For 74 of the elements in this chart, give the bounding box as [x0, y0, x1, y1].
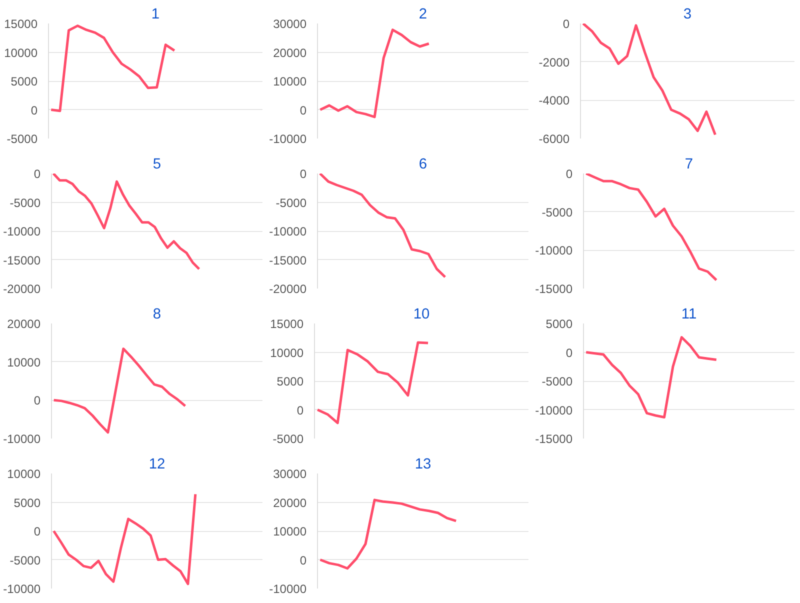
y-tick-label: 10000	[273, 74, 307, 88]
y-tick-label: -20000	[3, 282, 41, 296]
chart-title: 1	[151, 6, 160, 22]
y-tick-label: 30000	[273, 467, 307, 481]
y-tick-label: 5000	[546, 317, 573, 331]
y-tick-label: 0	[566, 167, 573, 181]
y-tick-label: 20000	[273, 46, 307, 60]
line-series	[52, 174, 200, 270]
y-tick-label: -5000	[542, 374, 573, 388]
line-series	[318, 174, 446, 278]
y-tick-label: 5000	[10, 74, 38, 88]
chart-title: 8	[152, 306, 162, 322]
line-series	[316, 341, 430, 424]
y-tick-label: 0	[34, 167, 41, 181]
line-series	[318, 28, 430, 118]
y-tick-label: 0	[296, 403, 304, 418]
chart-title: 6	[418, 156, 428, 172]
y-tick-label: -15000	[535, 282, 573, 296]
y-tick-label: -10000	[3, 582, 41, 596]
y-tick-label: -15000	[3, 253, 41, 268]
y-tick-label: 15000	[4, 17, 38, 31]
y-tick-label: 0	[562, 17, 570, 31]
y-tick-label: -15000	[535, 432, 573, 446]
line-series	[50, 24, 176, 112]
y-tick-label: 0	[34, 524, 41, 538]
y-tick-label: -2000	[538, 55, 570, 70]
y-tick-label: -5000	[10, 196, 41, 210]
y-tick-label: 10000	[270, 346, 304, 360]
y-tick-label: -5000	[6, 132, 38, 146]
y-tick-label: 10000	[7, 467, 41, 481]
chart-title: 12	[148, 456, 166, 472]
y-tick-label: 0	[300, 553, 307, 568]
y-tick-label: 5000	[276, 374, 304, 388]
y-tick-label: -10000	[535, 403, 573, 418]
y-tick-label: 0	[566, 346, 573, 360]
y-tick-label: -10000	[535, 244, 573, 258]
y-tick-label: 0	[300, 103, 307, 118]
y-tick-label: 20000	[7, 317, 41, 331]
y-tick-label: 5000	[14, 496, 41, 510]
chart-title: 10	[413, 306, 430, 322]
y-tick-label: -15000	[269, 253, 307, 268]
chart-title: 2	[418, 6, 428, 22]
y-tick-label: 15000	[270, 317, 304, 331]
line-series	[318, 498, 458, 570]
chart-title: 3	[683, 6, 692, 22]
y-tick-label: 30000	[273, 17, 307, 31]
y-tick-label: 0	[300, 167, 307, 181]
line-series	[582, 24, 716, 136]
y-tick-label: 10000	[273, 524, 307, 538]
y-tick-label: 10000	[4, 46, 38, 60]
line-series	[52, 492, 197, 586]
chart-title: 11	[681, 306, 697, 322]
y-tick-label: -5000	[276, 196, 307, 210]
y-tick-label: -10000	[269, 582, 307, 596]
line-series	[52, 348, 186, 434]
y-tick-label: -6000	[538, 132, 570, 146]
y-tick-label: -5000	[272, 432, 304, 446]
y-tick-label: -10000	[269, 132, 307, 146]
y-tick-label: -10000	[269, 224, 307, 238]
y-tick-label: -5000	[10, 553, 41, 568]
y-tick-label: 20000	[273, 496, 307, 510]
chart-title: 13	[414, 456, 432, 472]
line-series	[584, 174, 718, 282]
y-tick-label: -4000	[538, 94, 570, 108]
y-tick-label: 10000	[7, 355, 41, 370]
y-tick-label: -10000	[3, 432, 41, 446]
y-tick-label: -20000	[269, 282, 307, 296]
chart-title: 5	[152, 156, 162, 172]
chart-title: 7	[684, 156, 694, 172]
line-series	[584, 336, 718, 418]
y-tick-label: 0	[34, 394, 41, 408]
y-tick-label: 0	[30, 103, 38, 118]
y-tick-label: -10000	[3, 224, 41, 238]
y-tick-label: -5000	[542, 205, 573, 220]
